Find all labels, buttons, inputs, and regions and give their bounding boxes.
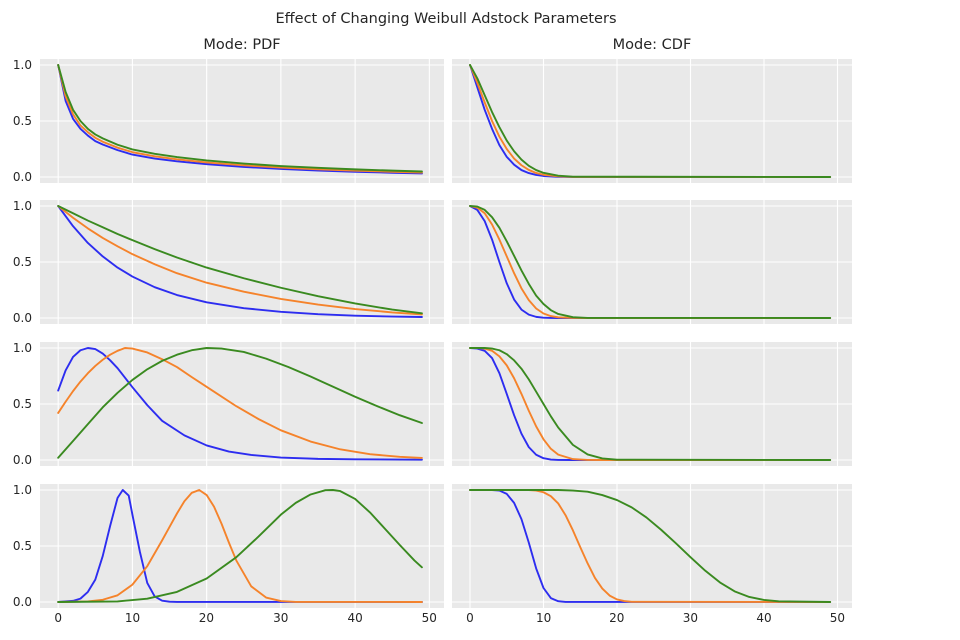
y-tick-label: 0.5	[12, 114, 32, 128]
y-tick-label: 1.0	[12, 341, 32, 355]
y-tick-label: 0.0	[12, 453, 32, 467]
x-tick-label: 20	[609, 611, 625, 625]
x-tick-label: 50	[829, 611, 846, 625]
subplot-pdf-row3	[40, 342, 444, 466]
figure-title: Effect of Changing Weibull Adstock Param…	[275, 11, 617, 27]
y-tick-label: 0.0	[12, 595, 32, 609]
y-tick-label: 0.5	[12, 255, 32, 269]
subplot-cdf-row1	[452, 59, 852, 183]
plot-canvas	[40, 59, 444, 183]
y-tick-label: 1.0	[12, 58, 32, 72]
x-tick-label: 40	[756, 611, 772, 625]
x-axis-labels-cdf: 0 10 20 30 40 50	[452, 611, 852, 629]
column-title-pdf: Mode: PDF	[203, 37, 281, 53]
plot-canvas	[40, 484, 444, 608]
y-axis-labels-row4: 1.0 0.5 0.0	[0, 483, 34, 609]
column-title-cdf: Mode: CDF	[612, 37, 692, 53]
x-tick-label: 10	[124, 611, 141, 625]
plot-canvas	[452, 200, 852, 324]
y-tick-label: 0.0	[12, 311, 32, 325]
x-tick-label: 20	[198, 611, 215, 625]
y-axis-labels-row1: 1.0 0.5 0.0	[0, 58, 34, 184]
y-tick-label: 0.0	[12, 170, 32, 184]
subplot-pdf-row2	[40, 200, 444, 324]
plot-canvas	[452, 59, 852, 183]
plot-canvas	[40, 200, 444, 324]
plot-canvas	[452, 484, 852, 608]
subplot-cdf-row3	[452, 342, 852, 466]
subplot-cdf-row2	[452, 200, 852, 324]
y-tick-label: 0.5	[12, 539, 32, 553]
subplot-pdf-row1	[40, 59, 444, 183]
y-axis-labels-row3: 1.0 0.5 0.0	[0, 341, 34, 467]
plot-canvas	[40, 342, 444, 466]
x-tick-label: 50	[421, 611, 437, 625]
y-axis-labels-row2: 1.0 0.5 0.0	[0, 199, 34, 325]
x-tick-label: 0	[54, 611, 62, 625]
x-tick-label: 10	[535, 611, 552, 625]
subplot-pdf-row4	[40, 484, 444, 608]
y-tick-label: 1.0	[12, 199, 32, 213]
x-tick-label: 0	[466, 611, 474, 625]
y-tick-label: 0.5	[12, 397, 32, 411]
plot-canvas	[452, 342, 852, 466]
x-tick-label: 30	[682, 611, 699, 625]
y-tick-label: 1.0	[12, 483, 32, 497]
x-axis-labels-pdf: 0 10 20 30 40 50	[40, 611, 444, 629]
subplot-cdf-row4	[452, 484, 852, 608]
x-tick-label: 30	[273, 611, 289, 625]
x-tick-label: 40	[347, 611, 363, 625]
